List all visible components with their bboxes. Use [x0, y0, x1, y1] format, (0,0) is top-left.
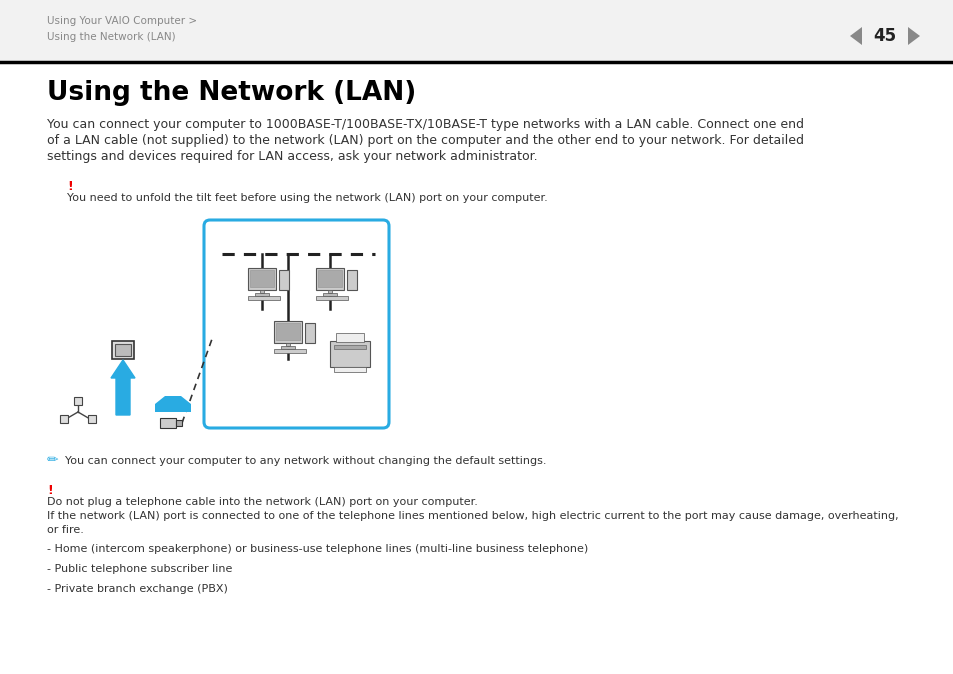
Bar: [260, 290, 264, 293]
Bar: [248, 296, 280, 300]
Bar: [274, 321, 302, 343]
Text: You can connect your computer to 1000BASE-T/100BASE-TX/10BASE-T type networks wi: You can connect your computer to 1000BAS…: [47, 118, 803, 131]
Bar: [323, 293, 336, 296]
Text: ✏: ✏: [47, 453, 58, 467]
Bar: [250, 270, 274, 287]
Text: 45: 45: [873, 27, 896, 45]
Polygon shape: [907, 27, 919, 45]
Bar: [88, 415, 96, 423]
Text: !: !: [67, 180, 72, 193]
Bar: [330, 341, 370, 367]
Bar: [0, 0, 953, 62]
Bar: [334, 367, 366, 372]
Text: - Public telephone subscriber line: - Public telephone subscriber line: [47, 564, 233, 574]
FancyBboxPatch shape: [204, 220, 389, 428]
Text: - Private branch exchange (PBX): - Private branch exchange (PBX): [47, 584, 228, 594]
Text: Using the Network (LAN): Using the Network (LAN): [47, 32, 175, 42]
Bar: [160, 418, 175, 428]
Text: You can connect your computer to any network without changing the default settin: You can connect your computer to any net…: [65, 456, 546, 466]
Bar: [305, 323, 314, 343]
Text: Do not plug a telephone cable into the network (LAN) port on your computer.: Do not plug a telephone cable into the n…: [47, 497, 477, 507]
Bar: [328, 290, 332, 293]
Text: of a LAN cable (not supplied) to the network (LAN) port on the computer and the : of a LAN cable (not supplied) to the net…: [47, 134, 803, 147]
Bar: [315, 296, 348, 300]
Text: - Home (intercom speakerphone) or business-use telephone lines (multi-line busin: - Home (intercom speakerphone) or busine…: [47, 544, 588, 554]
Polygon shape: [154, 396, 191, 412]
Polygon shape: [849, 27, 862, 45]
Text: You need to unfold the tilt feet before using the network (LAN) port on your com: You need to unfold the tilt feet before …: [67, 193, 547, 203]
Bar: [254, 293, 269, 296]
FancyArrow shape: [111, 360, 135, 415]
Bar: [334, 345, 366, 349]
Bar: [278, 270, 289, 290]
Text: settings and devices required for LAN access, ask your network administrator.: settings and devices required for LAN ac…: [47, 150, 537, 163]
Bar: [286, 343, 290, 346]
Bar: [175, 420, 182, 426]
Bar: [335, 333, 364, 342]
Bar: [281, 346, 294, 349]
Text: Using Your VAIO Computer >: Using Your VAIO Computer >: [47, 16, 197, 26]
Bar: [274, 349, 306, 353]
Bar: [112, 341, 133, 359]
Bar: [60, 415, 68, 423]
Bar: [315, 268, 344, 290]
Text: or fire.: or fire.: [47, 525, 84, 535]
Bar: [275, 323, 299, 340]
Text: Using the Network (LAN): Using the Network (LAN): [47, 80, 416, 106]
Bar: [74, 397, 82, 405]
Text: !: !: [47, 484, 52, 497]
Bar: [115, 344, 131, 356]
Text: If the network (LAN) port is connected to one of the telephone lines mentioned b: If the network (LAN) port is connected t…: [47, 511, 898, 521]
Bar: [347, 270, 356, 290]
Bar: [248, 268, 275, 290]
Bar: [317, 270, 341, 287]
